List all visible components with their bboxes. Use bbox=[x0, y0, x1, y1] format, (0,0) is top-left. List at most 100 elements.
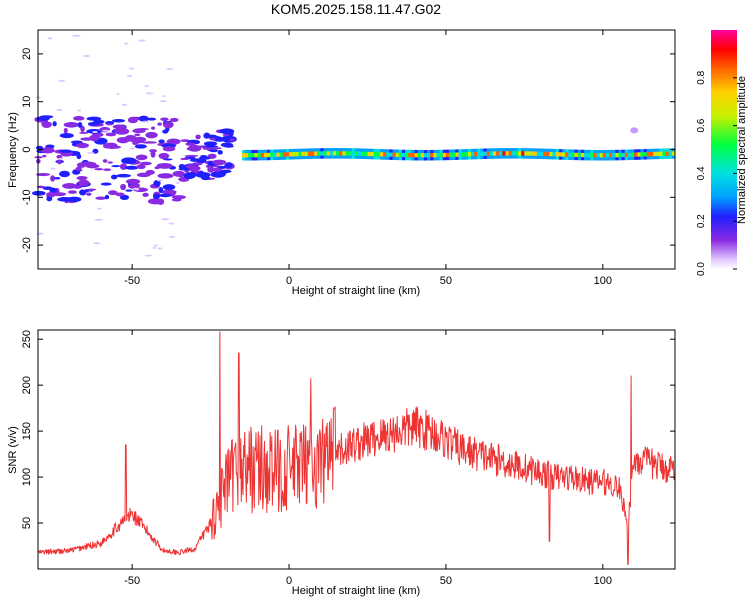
spectrogram-cell bbox=[662, 151, 667, 156]
snr-frame bbox=[37, 329, 676, 570]
spectrogram-cell bbox=[449, 152, 453, 157]
colorbar-tick-label: 0.8 bbox=[696, 70, 707, 84]
spectrogram-cell bbox=[420, 153, 425, 158]
spectrogram-cell bbox=[203, 145, 219, 148]
spectrogram-cell bbox=[121, 157, 137, 165]
spectrogram-cell bbox=[124, 165, 139, 170]
spectrogram-cell bbox=[52, 121, 57, 127]
y-tick-label: 50 bbox=[21, 517, 33, 529]
spectrogram-cell bbox=[86, 151, 95, 154]
spectrogram-cell bbox=[558, 152, 563, 157]
spectrogram-cell bbox=[260, 152, 265, 158]
spectrogram-cell bbox=[301, 151, 306, 157]
spectrogram-cell bbox=[493, 151, 497, 156]
spectrogram-cell bbox=[634, 152, 638, 157]
spectrogram-cell bbox=[76, 153, 82, 160]
spectrogram-cell bbox=[209, 137, 216, 141]
spectrogram-cell bbox=[659, 151, 663, 156]
spectrogram-panel: -50 0 50 100 -20 -10 0 10 20 Height of straight … bbox=[7, 29, 676, 297]
spectrogram-cell bbox=[370, 151, 375, 157]
spectrogram-cell bbox=[56, 108, 63, 111]
spectrogram-cell bbox=[63, 122, 80, 128]
spectrogram-cell bbox=[132, 128, 146, 134]
spectrogram-cell bbox=[217, 150, 223, 155]
spectrogram-cell bbox=[524, 151, 529, 156]
spectrogram-cell bbox=[110, 174, 118, 180]
spectrogram-cell bbox=[67, 190, 77, 194]
y-tick-label: 20 bbox=[21, 48, 33, 60]
spectrogram-cell bbox=[62, 182, 77, 189]
spectrogram-cell bbox=[640, 152, 645, 157]
spectrogram-cell bbox=[395, 152, 400, 157]
spectrogram-cell bbox=[157, 173, 174, 179]
spectrogram-cell bbox=[120, 183, 127, 191]
spectrogram-cell bbox=[514, 151, 519, 156]
spectrogram-cell bbox=[150, 151, 156, 158]
spectrogram-cell bbox=[185, 142, 196, 146]
spectrogram-cell bbox=[80, 161, 97, 167]
spectrogram-cell bbox=[241, 153, 246, 158]
spectrogram-cell bbox=[499, 151, 503, 156]
spectrogram-cell bbox=[32, 190, 46, 196]
spectrogram-cell bbox=[364, 151, 368, 156]
spectrogram-cell bbox=[402, 152, 406, 158]
spectrogram-cell bbox=[461, 152, 466, 157]
spectrogram-cell bbox=[209, 149, 219, 153]
spectrogram-cell bbox=[106, 123, 113, 126]
spectrogram-cell bbox=[184, 169, 190, 173]
spectrogram-cell bbox=[162, 184, 176, 191]
spectrogram-cell bbox=[289, 152, 293, 157]
spectrogram-cell bbox=[141, 120, 149, 123]
spectrogram-cell bbox=[376, 152, 381, 157]
spectrogram-xlabel: Height of straight line (km) bbox=[292, 285, 420, 297]
spectrogram-cell bbox=[47, 37, 53, 40]
spectrogram-cell bbox=[168, 222, 175, 225]
spectrogram-cell bbox=[157, 122, 162, 126]
spectrogram-cell bbox=[389, 152, 394, 157]
spectrogram-cell bbox=[649, 151, 654, 157]
spectrogram-image bbox=[32, 34, 676, 257]
spectrogram-cell bbox=[121, 103, 128, 106]
spectrogram-cell bbox=[153, 180, 161, 187]
spectrogram-cell bbox=[112, 128, 128, 132]
x-tick-label: 0 bbox=[286, 575, 292, 587]
spectrogram-cell bbox=[138, 115, 149, 122]
spectrogram-cell bbox=[562, 152, 566, 157]
spectrogram-cell bbox=[124, 42, 129, 45]
spectrogram-cell bbox=[158, 152, 170, 160]
spectrogram-cell bbox=[496, 151, 500, 156]
colorbar-label: Normalized spectral amplitude bbox=[736, 76, 748, 224]
spectrogram-cell bbox=[203, 141, 218, 147]
spectrogram-cell bbox=[596, 153, 601, 158]
spectrogram-cell bbox=[314, 151, 318, 156]
spectrogram-cell bbox=[125, 178, 141, 185]
spectrogram-cell bbox=[285, 152, 290, 157]
spectrogram-cell bbox=[577, 152, 582, 158]
colorbar-tick-label: 0.0 bbox=[696, 262, 707, 276]
spectrogram-cell bbox=[178, 171, 184, 178]
x-tick-label: 100 bbox=[594, 275, 612, 287]
spectrogram-cell bbox=[77, 109, 81, 112]
spectrogram-cell bbox=[87, 121, 100, 126]
spectrogram-cell bbox=[116, 136, 130, 144]
spectrogram-cell bbox=[518, 151, 522, 156]
spectrogram-cell bbox=[145, 92, 154, 95]
spectrogram-cell bbox=[225, 162, 233, 169]
spectrogram-cell bbox=[158, 186, 164, 194]
spectrogram-cell bbox=[599, 153, 604, 158]
spectrogram-cell bbox=[89, 134, 100, 142]
spectrogram-cell bbox=[168, 235, 176, 238]
spectrogram-cell bbox=[367, 151, 372, 157]
spectrogram-cell bbox=[157, 198, 165, 205]
spectrogram-cell bbox=[180, 157, 190, 161]
spectrogram-cell bbox=[245, 153, 249, 158]
spectrogram-cell bbox=[483, 151, 488, 156]
spectrogram-cell bbox=[615, 152, 620, 158]
spectrogram-cell bbox=[358, 151, 362, 156]
spectrogram-cell bbox=[147, 117, 157, 121]
spectrogram-cell bbox=[643, 152, 648, 157]
spectrogram-cell bbox=[332, 151, 337, 156]
spectrogram-cell bbox=[536, 151, 541, 156]
spectrogram-cell bbox=[565, 152, 569, 157]
spectrogram-cell bbox=[521, 151, 525, 156]
